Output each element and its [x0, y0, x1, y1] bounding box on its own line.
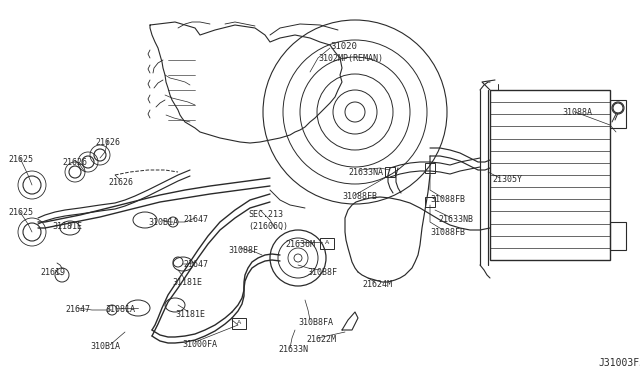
- Text: 31181E: 31181E: [175, 310, 205, 319]
- Text: 31088A: 31088A: [562, 108, 592, 117]
- Text: 21624M: 21624M: [362, 280, 392, 289]
- Text: 21626: 21626: [62, 158, 87, 167]
- Text: 21625: 21625: [8, 155, 33, 164]
- Bar: [385, 167, 395, 177]
- Text: 310B8FA: 310B8FA: [298, 318, 333, 327]
- Text: 31181E: 31181E: [172, 278, 202, 287]
- Text: A: A: [325, 241, 329, 246]
- Bar: [610, 100, 626, 128]
- Text: 31088FB: 31088FB: [430, 195, 465, 204]
- Text: 21622M: 21622M: [306, 335, 336, 344]
- Text: SEC.213: SEC.213: [248, 210, 283, 219]
- Text: 21633NB: 21633NB: [438, 215, 473, 224]
- Bar: [610, 222, 626, 250]
- Bar: [425, 197, 435, 207]
- Text: (21606Q): (21606Q): [248, 222, 288, 231]
- Text: 310B8F: 310B8F: [307, 268, 337, 277]
- Text: 21626: 21626: [108, 178, 133, 187]
- Text: A: A: [237, 321, 241, 326]
- Text: 31088FB: 31088FB: [430, 228, 465, 237]
- Text: 31088FB: 31088FB: [342, 192, 377, 201]
- Text: 310B1A: 310B1A: [148, 218, 178, 227]
- Text: 31088F: 31088F: [228, 246, 258, 255]
- Text: 21625: 21625: [8, 208, 33, 217]
- Text: 31000FA: 31000FA: [182, 340, 217, 349]
- Bar: [425, 163, 435, 173]
- Bar: [320, 238, 334, 249]
- Text: 310B1A: 310B1A: [90, 342, 120, 351]
- Text: 21647: 21647: [65, 305, 90, 314]
- Text: 21636M: 21636M: [285, 240, 315, 249]
- Bar: [490, 90, 610, 260]
- Text: 21647: 21647: [183, 260, 208, 269]
- Text: J31003F5: J31003F5: [598, 358, 640, 368]
- Text: 21633N: 21633N: [278, 345, 308, 354]
- Text: 3102MP(REMAN): 3102MP(REMAN): [318, 54, 383, 63]
- Text: 21626: 21626: [95, 138, 120, 147]
- Bar: [232, 318, 246, 329]
- Text: 21647: 21647: [183, 215, 208, 224]
- Text: 21305Y: 21305Y: [492, 175, 522, 184]
- Text: 21633NA: 21633NA: [348, 168, 383, 177]
- Text: 31020: 31020: [330, 42, 357, 51]
- Text: 31081A: 31081A: [105, 305, 135, 314]
- Text: 31181E: 31181E: [52, 222, 82, 231]
- Text: 21619: 21619: [40, 268, 65, 277]
